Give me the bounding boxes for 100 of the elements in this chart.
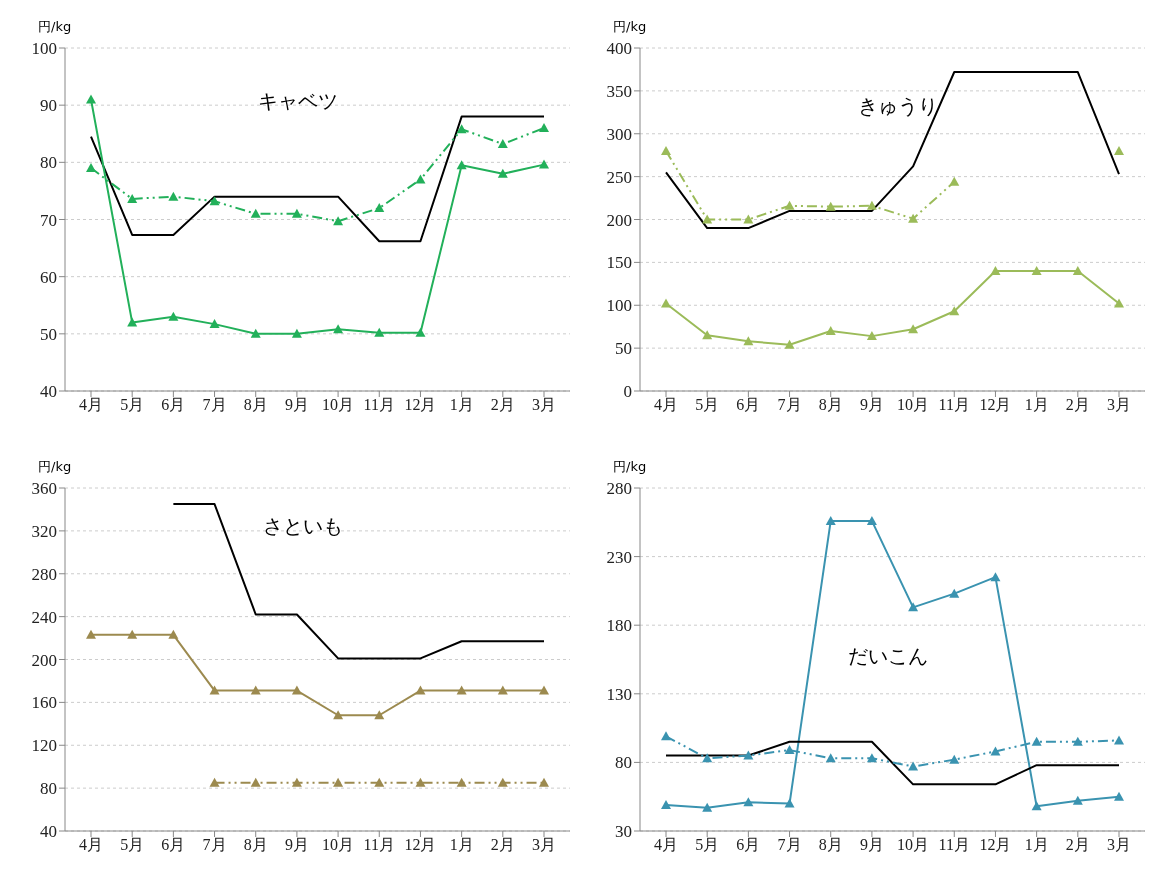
y-tick-label: 40 <box>40 382 57 402</box>
y-tick-label: 80 <box>40 153 57 173</box>
point <box>291 777 302 787</box>
y-tick-label: 100 <box>606 296 632 316</box>
x-tick-label: 9月 <box>859 836 884 854</box>
point <box>456 777 467 787</box>
x-tick-label: 4月 <box>654 396 678 414</box>
point <box>209 685 220 695</box>
point <box>209 777 220 787</box>
x-tick-label: 1月 <box>449 836 474 854</box>
point <box>333 777 344 787</box>
x-tick-label: 12月 <box>979 836 1012 854</box>
x-tick-label: 5月 <box>120 836 145 854</box>
point <box>374 327 385 337</box>
point <box>743 750 754 760</box>
x-tick-label: 7月 <box>777 396 802 414</box>
text: きゅうり <box>858 93 938 120</box>
point <box>990 265 1001 275</box>
point <box>949 306 960 316</box>
point <box>127 193 138 203</box>
point <box>1114 791 1124 801</box>
point <box>949 754 960 764</box>
y-tick-label: 130 <box>606 684 632 704</box>
x-tick-label: 8月 <box>243 836 268 854</box>
y-tick-label: 70 <box>40 210 57 230</box>
line-series <box>665 740 1120 786</box>
point <box>333 324 344 334</box>
x-tick-label: 2月 <box>490 396 515 414</box>
line-series <box>172 503 545 660</box>
y-axis-title: 円/kg <box>613 18 647 36</box>
x-tick-label: 6月 <box>161 396 186 414</box>
point <box>825 753 836 763</box>
x-tick-label: 9月 <box>859 396 884 414</box>
point <box>497 685 508 695</box>
x-tick-label: 9月 <box>284 836 309 854</box>
y-axis-title: 円/kg <box>613 458 647 476</box>
point <box>866 331 877 341</box>
point <box>743 797 754 807</box>
x-tick-label: 8月 <box>818 836 843 854</box>
x-tick-label: 11月 <box>938 836 970 854</box>
y-tick-label: 320 <box>31 521 57 541</box>
point <box>784 745 795 755</box>
point <box>825 325 836 335</box>
point <box>702 214 713 224</box>
point <box>291 328 302 338</box>
point <box>291 685 302 695</box>
point <box>949 588 960 598</box>
point <box>784 339 795 349</box>
y-tick-label: 180 <box>606 616 632 636</box>
point <box>1031 736 1042 746</box>
x-tick-label: 6月 <box>736 396 761 414</box>
y-tick-label: 250 <box>606 167 632 187</box>
point <box>209 319 220 329</box>
point <box>1072 265 1083 275</box>
y-tick-label: 100 <box>31 39 57 59</box>
text: だいこん <box>848 643 928 670</box>
point <box>661 799 671 809</box>
point <box>1031 801 1042 811</box>
point <box>661 731 671 741</box>
point <box>250 328 261 338</box>
x-tick-label: 6月 <box>736 836 761 854</box>
point <box>333 710 344 720</box>
y-tick-label: 80 <box>40 779 57 799</box>
x-tick-label: 8月 <box>818 396 843 414</box>
point <box>908 213 919 223</box>
point <box>415 327 426 337</box>
text: さといも <box>263 513 343 540</box>
line-series <box>665 71 1120 230</box>
point <box>86 629 96 639</box>
x-tick-label: 12月 <box>404 836 437 854</box>
y-tick-label: 400 <box>606 39 632 59</box>
x-tick-label: 2月 <box>1065 836 1090 854</box>
x-tick-label: 3月 <box>1107 836 1131 854</box>
point <box>539 685 549 695</box>
point <box>291 208 302 218</box>
point <box>456 160 467 170</box>
point <box>908 761 919 771</box>
point <box>908 324 919 334</box>
point <box>86 163 96 173</box>
point <box>497 139 508 149</box>
x-tick-label: 4月 <box>79 396 103 414</box>
point <box>333 216 344 226</box>
x-tick-label: 11月 <box>363 396 395 414</box>
x-tick-label: 5月 <box>120 396 145 414</box>
point <box>743 214 754 224</box>
point <box>456 685 467 695</box>
point <box>127 317 138 327</box>
point <box>866 515 877 525</box>
x-tick-label: 4月 <box>654 836 678 854</box>
point <box>702 753 713 763</box>
x-tick-label: 8月 <box>243 396 268 414</box>
point <box>250 685 261 695</box>
y-tick-label: 60 <box>40 267 57 287</box>
point <box>702 802 713 812</box>
point <box>497 777 508 787</box>
point <box>661 298 671 308</box>
x-tick-label: 11月 <box>363 836 395 854</box>
point <box>497 168 508 178</box>
y-tick-label: 50 <box>40 324 57 344</box>
line-series <box>90 115 545 243</box>
